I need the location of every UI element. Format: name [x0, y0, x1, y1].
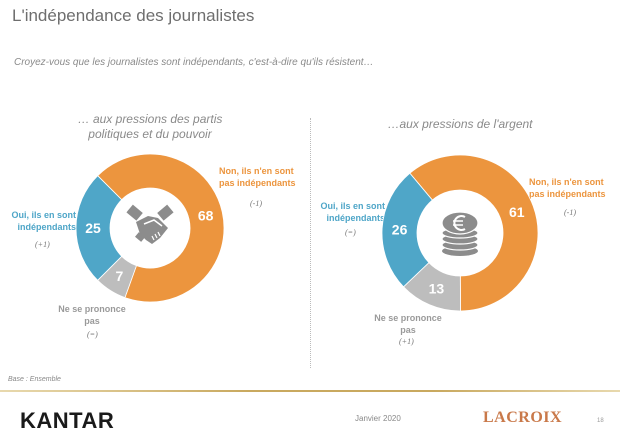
- value-label-non-left: 68: [198, 208, 214, 224]
- label-oui-right-line1: Oui, ils en sont: [320, 201, 385, 211]
- base-note: Base : Ensemble: [8, 376, 61, 383]
- delta-non-right: (-1): [564, 208, 576, 217]
- delta-oui-right: (=): [345, 228, 356, 237]
- delta-oui-left: (+1): [35, 240, 50, 249]
- label-oui-left-line1: Oui, ils en sont: [11, 210, 76, 220]
- page-number: 18: [597, 418, 604, 424]
- value-label-nsp-right: 13: [429, 281, 445, 297]
- label-non-left-line1: Non, ils n'en sont: [219, 166, 294, 176]
- label-nsp-right-line1: Ne se prononce: [374, 313, 442, 323]
- label-nsp-right-line2: pas: [400, 325, 416, 335]
- donut-chart-right: 61 13 26: [381, 154, 539, 312]
- chart-title-left: … aux pressions des partis politiques et…: [60, 112, 240, 142]
- value-label-nsp-left: 7: [116, 268, 124, 284]
- label-non-right: Non, ils n'en sont pas indépendants: [529, 176, 606, 200]
- donut-chart-left: 68 7 25: [75, 153, 225, 303]
- label-nsp-left: Ne se prononce pas: [52, 303, 132, 327]
- slice-oui-right: [381, 172, 433, 288]
- footer-divider: [0, 390, 620, 392]
- value-label-oui-right: 26: [392, 222, 408, 238]
- question-text: Croyez-vous que les journalistes sont in…: [14, 57, 374, 68]
- label-non-left: Non, ils n'en sont pas indépendants: [219, 165, 296, 189]
- label-oui-right: Oui, ils en sont indépendants: [315, 200, 385, 224]
- value-label-oui-left: 25: [85, 220, 101, 236]
- label-nsp-right: Ne se prononce pas: [368, 312, 448, 336]
- chart-title-right: …aux pressions de l'argent: [387, 117, 533, 131]
- delta-non-left: (-1): [250, 199, 262, 208]
- footer-date: Janvier 2020: [355, 414, 401, 423]
- chart-title-left-line1: … aux pressions des partis: [77, 112, 223, 126]
- delta-nsp-left: (=): [87, 330, 98, 339]
- label-nsp-left-line1: Ne se prononce: [58, 304, 126, 314]
- delta-nsp-right: (+1): [399, 337, 414, 346]
- handshake-icon: [126, 204, 174, 244]
- label-non-right-line2: pas indépendants: [529, 189, 606, 199]
- slice-non-left: [97, 153, 225, 303]
- label-oui-right-line2: indépendants: [326, 213, 385, 223]
- slice-non-right: [409, 154, 539, 312]
- lacroix-logo: LACROIX: [483, 409, 563, 426]
- label-oui-left-line2: indépendants: [17, 222, 76, 232]
- slice-oui-left: [75, 175, 123, 281]
- kantar-logo: KANTAR: [20, 408, 114, 434]
- chart-title-left-line2: politiques et du pouvoir: [88, 127, 212, 141]
- kantar-logo-text: KANTAR: [20, 408, 115, 433]
- euro-coins-icon: [441, 211, 479, 256]
- page-title: L'indépendance des journalistes: [12, 6, 255, 25]
- label-non-left-line2: pas indépendants: [219, 178, 296, 188]
- chart-divider: [310, 118, 311, 368]
- value-label-non-right: 61: [509, 204, 525, 220]
- label-oui-left: Oui, ils en sont indépendants: [10, 209, 76, 233]
- label-nsp-left-line2: pas: [84, 316, 100, 326]
- label-non-right-line1: Non, ils n'en sont: [529, 177, 604, 187]
